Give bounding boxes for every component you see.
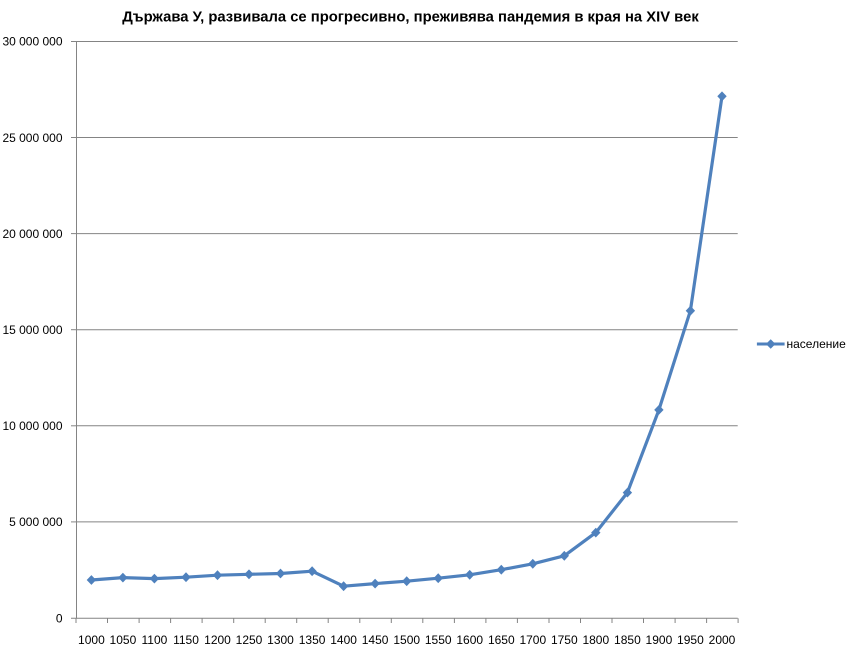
svg-text:5 000 000: 5 000 000 [9,515,63,529]
svg-text:1150: 1150 [173,633,199,647]
svg-text:1100: 1100 [141,633,167,647]
svg-text:1850: 1850 [614,633,641,647]
svg-text:15 000 000: 15 000 000 [2,323,62,337]
svg-text:2000: 2000 [709,633,736,647]
svg-text:1750: 1750 [551,633,578,647]
svg-text:1550: 1550 [425,633,452,647]
svg-text:1700: 1700 [519,633,546,647]
svg-text:1250: 1250 [236,633,263,647]
svg-text:1350: 1350 [299,633,326,647]
svg-text:1400: 1400 [330,633,357,647]
svg-text:10 000 000: 10 000 000 [2,419,62,433]
svg-text:1000: 1000 [78,633,105,647]
svg-text:1200: 1200 [204,633,231,647]
svg-text:1950: 1950 [677,633,704,647]
svg-text:1450: 1450 [362,633,389,647]
svg-text:0: 0 [56,611,63,625]
svg-text:1600: 1600 [456,633,483,647]
svg-text:население: население [787,337,847,351]
svg-text:1800: 1800 [582,633,609,647]
svg-text:1900: 1900 [646,633,673,647]
svg-text:20 000 000: 20 000 000 [2,227,62,241]
svg-text:1050: 1050 [110,633,137,647]
svg-text:1650: 1650 [488,633,515,647]
svg-text:1500: 1500 [393,633,420,647]
svg-text:30 000 000: 30 000 000 [2,35,62,49]
svg-text:1300: 1300 [267,633,294,647]
svg-text:Държава У, развивала се прогре: Държава У, развивала се прогресивно, пре… [122,9,699,25]
svg-text:25 000 000: 25 000 000 [2,131,62,145]
